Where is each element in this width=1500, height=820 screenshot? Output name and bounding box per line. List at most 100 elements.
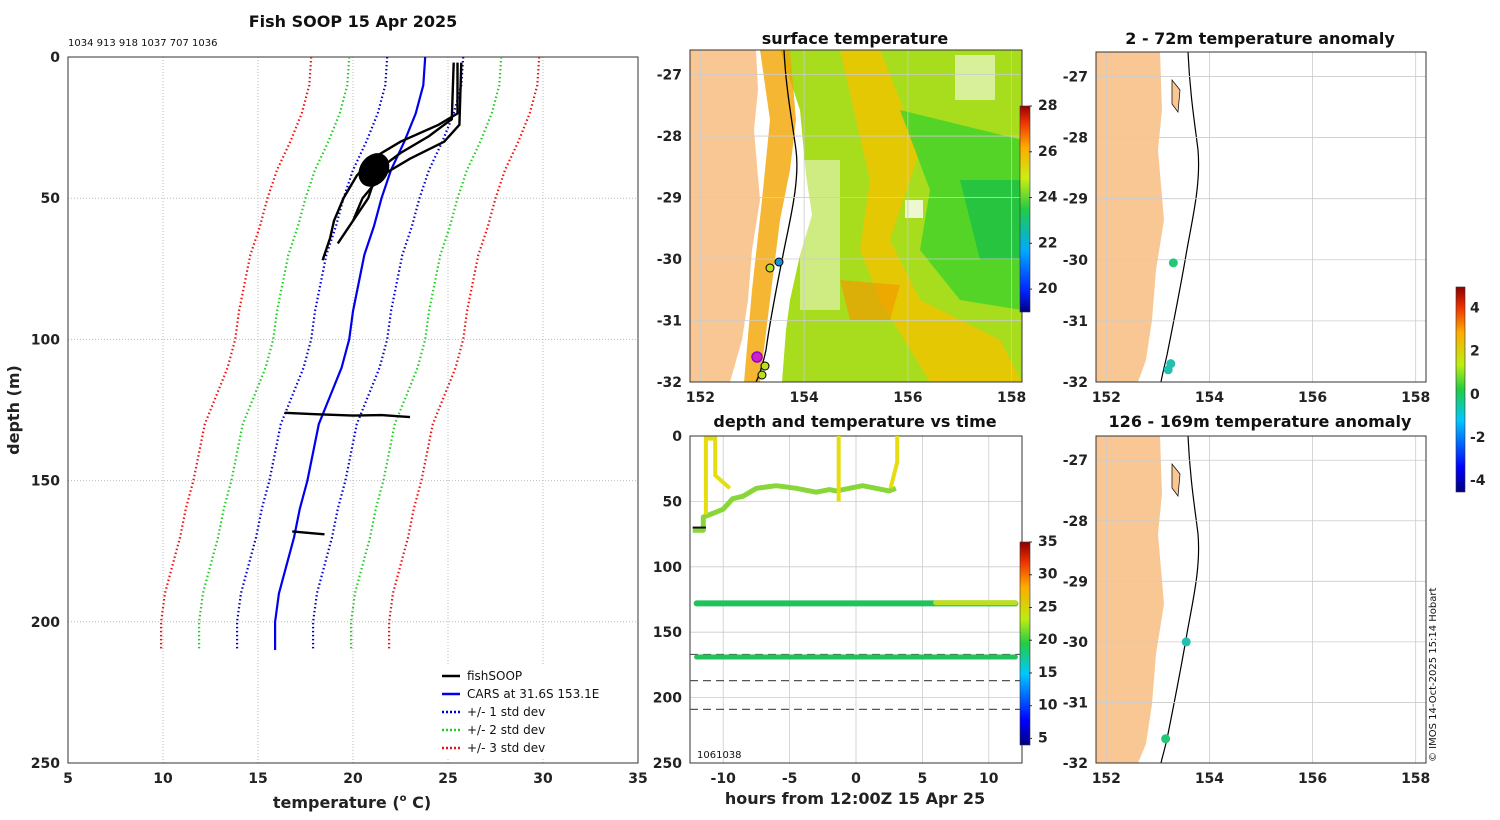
- anomaly-deep-contour: [1160, 435, 1200, 764]
- anomaly-colorbar: [1455, 286, 1466, 493]
- anomaly-deep-ytick-label: -32: [1063, 756, 1088, 772]
- profile-xtick-label: 35: [628, 771, 647, 787]
- anomaly-shallow-xtick-label: 156: [1298, 390, 1327, 406]
- anomaly-shallow-contour: [1160, 51, 1200, 383]
- depth-time-ytick-label: 150: [653, 625, 682, 641]
- sst-title: surface temperature: [762, 29, 949, 48]
- anomaly-deep-panel: 126 - 169m temperature anomaly 152 154 156…: [1063, 412, 1431, 787]
- sst-ytick-label: -29: [657, 191, 682, 207]
- depth-time-descent: [703, 436, 732, 515]
- anomaly-deep-points: [1161, 637, 1191, 744]
- sst-xtick-label: 156: [893, 390, 922, 406]
- anomaly-shallow-ytick-label: -27: [1063, 69, 1088, 85]
- anomaly-colorbar-tick-label: 2: [1470, 344, 1480, 360]
- anomaly-shallow-points: [1163, 258, 1178, 375]
- depth-time-track-shallow: [692, 483, 897, 533]
- depth-time-annotation: 1061038: [697, 750, 742, 761]
- sst-grid: [690, 50, 1022, 383]
- depth-time-ytick-label: 200: [653, 691, 682, 707]
- profile-panel: Fish SOOP 15 Apr 2025 1034 913 918 1037 …: [4, 12, 648, 812]
- depth-time-colorbar-tick-label: 30: [1038, 567, 1058, 583]
- std-dev-line: [388, 56, 541, 650]
- fishsoop-cluster: [358, 153, 390, 187]
- profile-subtitle: 1034 913 918 1037 707 1036: [68, 38, 218, 49]
- fishsoop-profile-line: [284, 411, 411, 419]
- depth-time-colorbar-tick-label: 5: [1038, 730, 1048, 746]
- fishsoop-profile-line: [292, 530, 325, 536]
- anomaly-shallow-tick-labels: 152 154 156 158 -27 -28 -29 -30 -31 -32: [1063, 69, 1431, 406]
- depth-time-xtick-label: 0: [851, 771, 861, 787]
- anomaly-deep-ytick-label: -27: [1063, 453, 1088, 469]
- anomaly-deep-point: [1161, 734, 1171, 744]
- depth-time-ytick-label: 250: [653, 756, 682, 772]
- anomaly-shallow-ytick-label: -29: [1063, 192, 1088, 208]
- anomaly-deep-xtick-label: 152: [1092, 771, 1121, 787]
- anomaly-deep-land: [1096, 436, 1164, 763]
- profile-xtick-label: 20: [343, 771, 363, 787]
- legend-label: CARS at 31.6S 153.1E: [467, 687, 599, 701]
- anomaly-shallow-ytick-label: -28: [1063, 131, 1088, 147]
- depth-time-ytick-label: 50: [663, 494, 683, 510]
- profile-ytick-label: 50: [41, 191, 61, 207]
- anomaly-colorbar-tick-label: -4: [1470, 473, 1486, 489]
- sst-map-image: [690, 50, 1022, 382]
- profile-xtick-label: 25: [438, 771, 457, 787]
- depth-time-xtick-label: 10: [979, 771, 999, 787]
- profile-xtick-label: 5: [63, 771, 73, 787]
- sst-ytick-label: -31: [657, 314, 682, 330]
- anomaly-colorbar-tick-label: 0: [1470, 387, 1480, 403]
- sst-track-points: [751, 257, 784, 380]
- profile-legend: fishSOOP CARS at 31.6S 153.1E +/- 1 std de…: [437, 664, 633, 758]
- profile-grid: [67, 56, 639, 764]
- depth-time-colorbar-tick-label: 10: [1038, 698, 1058, 714]
- depth-time-xtick-label: -5: [782, 771, 798, 787]
- depth-time-title: depth and temperature vs time: [713, 412, 996, 431]
- sst-track-point: [774, 257, 784, 267]
- anomaly-deep-ytick-label: -31: [1063, 695, 1088, 711]
- anomaly-deep-island: [1171, 463, 1181, 497]
- anomaly-colorbar-ticks: 4 2 0 -2 -4: [1470, 301, 1486, 490]
- profile-title: Fish SOOP 15 Apr 2025: [249, 12, 458, 31]
- depth-time-colorbar-ticks: 5 10 15 20 25 30 35: [1029, 534, 1058, 746]
- legend-label: +/- 1 std dev: [467, 705, 545, 719]
- sst-colorbar-tick-label: 22: [1038, 235, 1057, 251]
- legend-label: fishSOOP: [467, 669, 522, 683]
- sst-colorbar-tick-label: 26: [1038, 144, 1057, 160]
- fishsoop-profile-line: [336, 62, 455, 245]
- anomaly-deep-title: 126 - 169m temperature anomaly: [1109, 412, 1412, 431]
- depth-time-ytick-label: 100: [653, 560, 682, 576]
- anomaly-shallow-island: [1171, 79, 1181, 113]
- profile-ytick-label: 0: [50, 50, 60, 66]
- profile-xlabel: temperature (o C): [273, 793, 431, 812]
- sst-tick-labels: 152 154 156 158 -27 -28 -29 -30 -31 -32: [657, 68, 1027, 406]
- depth-time-colorbar-tick-label: 15: [1038, 665, 1057, 681]
- anomaly-deep-ytick-label: -30: [1063, 635, 1089, 651]
- profile-xtick-label: 10: [153, 771, 173, 787]
- anomaly-deep-ytick-label: -29: [1063, 574, 1088, 590]
- anomaly-shallow-point: [1168, 258, 1178, 268]
- anomaly-deep-xtick-label: 158: [1401, 771, 1430, 787]
- sst-ytick-label: -28: [657, 129, 682, 145]
- sst-ytick-label: -27: [657, 68, 682, 84]
- anomaly-shallow-ytick-label: -30: [1063, 253, 1089, 269]
- depth-time-colorbar-tick-label: 25: [1038, 599, 1057, 615]
- profile-xtick-label: 30: [533, 771, 553, 787]
- profile-series: [160, 56, 541, 650]
- sst-ytick-label: -32: [657, 375, 682, 391]
- profile-ylabel: depth (m): [4, 365, 23, 455]
- sst-colorbar-tick-label: 20: [1038, 281, 1058, 297]
- anomaly-shallow-panel: 2 - 72m temperature anomaly 152 154 156 158…: [1063, 29, 1431, 406]
- sst-colorbar-ticks: 20 22 24 26 28: [1029, 98, 1058, 297]
- anomaly-shallow-point: [1163, 365, 1173, 375]
- anomaly-colorbar-tick-label: 4: [1470, 301, 1480, 317]
- sst-colorbar-tick-label: 24: [1038, 190, 1058, 206]
- profile-axes-box: [67, 56, 639, 764]
- depth-time-panel: depth and temperature vs time -10 -5 0 5 100…: [653, 412, 1058, 808]
- legend-label: +/- 2 std dev: [467, 723, 545, 737]
- anomaly-shallow-xtick-label: 158: [1401, 390, 1430, 406]
- profile-ytick-label: 150: [31, 474, 60, 490]
- profile-ytick-label: 100: [31, 332, 60, 348]
- anomaly-shallow-ytick-label: -32: [1063, 375, 1088, 391]
